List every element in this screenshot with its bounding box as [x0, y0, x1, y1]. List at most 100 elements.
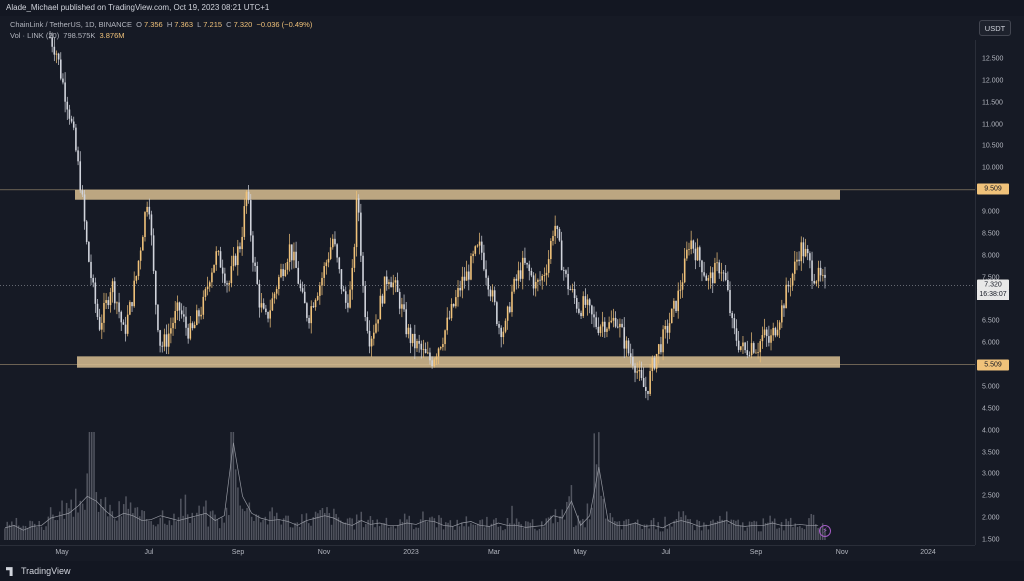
volume-bar: [493, 519, 495, 540]
time-axis[interactable]: May Jul Sep Nov 2023 Mar May Jul Sep Nov 2024: [0, 545, 975, 562]
volume-bar: [278, 519, 280, 540]
volume-bar: [490, 523, 493, 540]
volume-bar: [751, 521, 753, 540]
volume-bar: [374, 527, 376, 540]
volume-bar: [399, 519, 401, 540]
candle-body: [269, 310, 271, 319]
volume-bar: [186, 514, 189, 540]
volume-bar: [365, 524, 367, 540]
volume-bar: [152, 524, 155, 540]
volume-bar: [684, 515, 687, 540]
candle-body: [623, 327, 626, 349]
candle-body: [288, 244, 291, 262]
candle-body: [547, 259, 550, 273]
candle-body: [172, 322, 174, 329]
volume-bar: [230, 432, 232, 540]
candle-body: [124, 324, 127, 334]
candle-body: [303, 291, 306, 304]
volume-bar: [104, 497, 107, 540]
volume-bar: [657, 522, 659, 540]
candle-body: [109, 292, 112, 306]
currency-button[interactable]: USDT: [979, 20, 1011, 36]
price-chart[interactable]: [0, 0, 975, 545]
candle-body: [578, 308, 580, 313]
volume-bar: [239, 505, 241, 540]
candle-body: [446, 317, 449, 331]
candle-body: [606, 328, 608, 332]
volume-bar: [687, 519, 689, 540]
candle-body: [118, 302, 120, 312]
candle-body: [338, 257, 341, 270]
volume-bar: [803, 529, 806, 540]
volume-bar: [330, 524, 333, 540]
volume-bar: [301, 514, 303, 540]
candle-body: [126, 314, 129, 334]
volume-bar: [419, 519, 422, 540]
candle-body: [655, 353, 658, 369]
candle-body: [515, 278, 518, 281]
tradingview-logo[interactable]: TradingView: [6, 566, 71, 577]
volume-bar: [424, 520, 426, 540]
candle-body: [455, 297, 457, 307]
volume-bar: [451, 526, 454, 540]
volume-label[interactable]: Vol · LINK (20): [10, 31, 60, 40]
volume-bar: [255, 514, 257, 540]
volume-bar: [435, 527, 438, 540]
flash-icon[interactable]: ⚡: [819, 525, 831, 537]
time-tick-label: Sep: [749, 549, 763, 556]
footer-bar: TradingView: [0, 561, 1024, 581]
volume-bar: [778, 527, 781, 540]
volume-bar: [170, 525, 173, 540]
volume-bar: [212, 510, 214, 540]
candle-body: [571, 289, 574, 290]
candle-body: [308, 317, 310, 324]
candle-body: [444, 330, 446, 345]
candle-body: [731, 313, 733, 319]
volume-bar: [691, 524, 694, 540]
high-value: 7.363: [174, 20, 194, 29]
volume-bar: [486, 516, 488, 540]
candle-body: [334, 238, 336, 245]
volume-bar: [8, 524, 11, 540]
time-tick-label: 2024: [920, 549, 936, 556]
symbol-name[interactable]: ChainLink / TetherUS, 1D, BINANCE: [10, 20, 132, 29]
candle-body: [552, 236, 554, 241]
bar-countdown: 16:38:07: [977, 290, 1009, 300]
candle-body: [558, 229, 561, 241]
volume-bar: [694, 530, 696, 540]
candle-body: [463, 276, 466, 281]
candle-body: [709, 272, 712, 279]
volume-bar: [378, 526, 381, 540]
candle-body: [176, 302, 179, 312]
candle-body: [457, 287, 459, 298]
volume-bar: [680, 516, 682, 540]
volume-bar: [198, 505, 200, 540]
volume-bar: [481, 519, 484, 540]
candle-body: [375, 323, 377, 333]
volume-bar: [262, 519, 264, 540]
candle-body: [234, 255, 237, 266]
candle-body: [800, 242, 803, 262]
volume-bar: [666, 528, 669, 540]
volume-bar: [127, 508, 130, 540]
low-value: 7.215: [203, 20, 223, 29]
volume-bar: [200, 514, 203, 540]
volume-bar: [744, 530, 746, 540]
candle-body: [584, 296, 587, 305]
volume-bar: [362, 527, 365, 540]
volume-bar: [125, 496, 127, 540]
candle-body: [625, 340, 628, 349]
candle-body: [750, 343, 753, 356]
price-axis[interactable]: 12.500 12.000 11.500 11.000 10.500 10.000 9.00…: [975, 40, 1024, 545]
volume-bar: [177, 517, 180, 540]
candle-body: [528, 264, 531, 271]
volume-bar: [671, 526, 673, 540]
volume-bar: [132, 513, 134, 540]
candle-body: [500, 327, 502, 338]
volume-bar: [426, 521, 429, 540]
candle-body: [448, 317, 451, 319]
volume-bar: [483, 527, 486, 540]
volume-bar: [495, 518, 497, 540]
candle-body: [224, 273, 226, 284]
volume-value: 798.575K: [63, 31, 96, 40]
